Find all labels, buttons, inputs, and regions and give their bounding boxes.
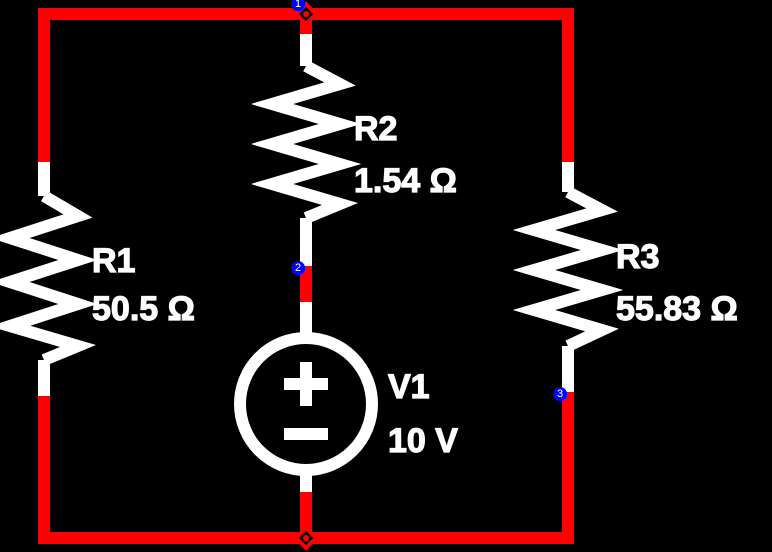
- r3-zigzag: [512, 186, 624, 352]
- r1-name: R1: [92, 242, 135, 280]
- v1-name: V1: [388, 368, 430, 406]
- component-labels: R1 50.5 Ω R2 1.54 Ω R3 55.83 Ω V1 10 V: [91, 109, 738, 460]
- r2-zigzag: [250, 60, 362, 224]
- junction-bottom-dot: [303, 535, 309, 541]
- v1-value: 10 V: [388, 422, 458, 460]
- r3-value: 55.83 Ω: [616, 290, 738, 328]
- r3-name: R3: [616, 238, 659, 276]
- node-label-3: 3: [557, 388, 563, 400]
- components: [0, 34, 624, 492]
- node-marker-2: [291, 261, 305, 275]
- node-label-1: 1: [295, 0, 301, 10]
- r2-name: R2: [354, 110, 397, 148]
- node-label-2: 2: [295, 262, 301, 274]
- r1-zigzag: [0, 190, 98, 366]
- junctions: [293, 1, 319, 551]
- node-marker-3: [553, 387, 567, 401]
- junction-top-dot: [303, 11, 309, 17]
- node-markers: 1 2 3: [291, 0, 567, 401]
- r1-value: 50.5 Ω: [92, 290, 195, 328]
- node-marker-1: [291, 0, 305, 11]
- r2-value: 1.54 Ω: [354, 162, 457, 200]
